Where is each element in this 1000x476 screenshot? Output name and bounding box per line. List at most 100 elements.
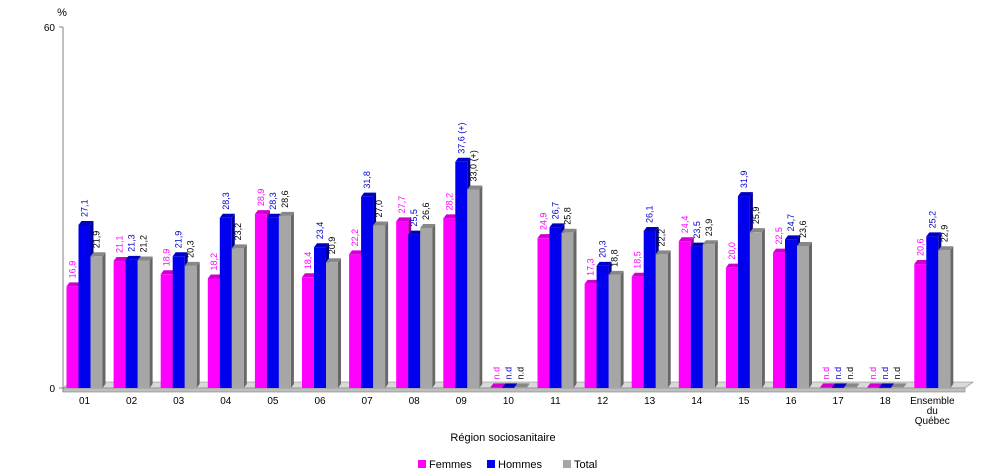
bar	[737, 196, 750, 388]
category-label: 07	[362, 396, 374, 407]
legend-label: Femmes	[429, 459, 472, 471]
data-label: 24,7	[786, 214, 796, 232]
data-label: 28,2	[444, 193, 454, 211]
legend-swatch	[487, 460, 495, 468]
category-label: 10	[503, 396, 515, 407]
data-label: 28,6	[280, 190, 290, 208]
data-label: n.d	[880, 367, 890, 380]
category-label: du	[927, 406, 938, 417]
y-tick-label: 0	[49, 384, 55, 395]
data-label: 18,4	[303, 252, 313, 270]
bar-top	[90, 252, 106, 257]
data-label: n.d	[868, 367, 878, 380]
bar	[396, 221, 409, 388]
chart-category-labels: 01 02 03 04 05 06 07 08 09 10 11 12 13 14 15 16 17 18 Ense…	[79, 396, 955, 427]
category-label: 14	[691, 396, 703, 407]
bar-top	[219, 213, 235, 218]
bar	[914, 264, 927, 388]
data-label: 25,5	[409, 209, 419, 227]
bar-top	[455, 157, 471, 162]
bar-top	[643, 226, 659, 231]
bar	[514, 387, 527, 388]
bar	[820, 387, 833, 388]
bar	[266, 217, 279, 388]
bar-top	[172, 252, 188, 257]
data-label: 23,5	[692, 221, 702, 239]
bar	[797, 246, 809, 388]
chart-axes: 0 60	[44, 23, 64, 395]
bar-side	[667, 250, 671, 388]
bar-top	[78, 220, 94, 225]
data-label: 21,9	[92, 231, 102, 249]
bar	[690, 246, 703, 388]
bar-side	[573, 228, 577, 388]
bar	[725, 267, 738, 388]
data-label: 18,8	[610, 249, 620, 267]
x-axis-title: Région sociosanitaire	[450, 432, 555, 444]
bar-side	[526, 383, 530, 388]
bar	[90, 256, 103, 388]
bar	[678, 241, 691, 388]
bar-top	[373, 221, 389, 226]
data-label: 25,2	[927, 211, 937, 229]
bar-side	[761, 228, 765, 388]
category-label: 09	[456, 396, 468, 407]
data-label: 22,9	[939, 225, 949, 243]
data-label: 21,9	[174, 231, 184, 249]
bar	[596, 265, 609, 388]
bar-top	[773, 248, 788, 253]
data-label: 31,9	[739, 171, 749, 189]
data-label: 22,5	[774, 227, 784, 245]
bar	[608, 274, 621, 388]
data-label: 28,3	[268, 192, 278, 210]
category-label: 15	[738, 396, 750, 407]
bar-top	[231, 244, 247, 249]
y-axis-unit: %	[57, 7, 67, 19]
bar-top	[820, 383, 836, 388]
data-label: 26,6	[421, 202, 431, 220]
bar	[773, 252, 785, 388]
bar	[891, 387, 904, 388]
data-label: 24,4	[680, 216, 690, 234]
bar-top	[891, 383, 907, 388]
bar-top	[867, 383, 883, 388]
chart-data-labels: 16,927,121,9 21,1 21,3 21,218,921,920,318,2…	[68, 122, 950, 379]
data-label: 20,3	[186, 240, 196, 258]
bar-top	[184, 261, 200, 266]
data-label: 23,6	[798, 220, 808, 238]
bar	[443, 218, 456, 388]
data-label: 25,9	[751, 207, 761, 225]
y-tick-label: 60	[44, 23, 56, 34]
bar-top	[467, 185, 483, 190]
category-label: 13	[644, 396, 656, 407]
bar	[361, 196, 374, 388]
bar-top	[396, 217, 412, 222]
bar-side	[196, 261, 200, 388]
data-label: 18,5	[633, 251, 643, 269]
bar-top	[737, 192, 753, 197]
category-label: 03	[173, 396, 185, 407]
data-label: 23,2	[233, 223, 243, 241]
bar-top	[938, 246, 954, 251]
data-label: 20,9	[327, 237, 337, 255]
bar	[785, 239, 797, 388]
bar-top	[490, 383, 506, 388]
bar	[844, 387, 857, 388]
data-label: n.d	[515, 367, 525, 380]
data-label: n.d	[845, 367, 855, 380]
bar-top	[207, 274, 223, 279]
legend: Femmes Hommes Total	[418, 459, 597, 471]
category-label: 16	[785, 396, 797, 407]
data-label: 24,9	[539, 213, 549, 231]
data-label: 21,3	[127, 234, 137, 252]
data-label: n.d	[833, 367, 843, 380]
legend-label: Hommes	[498, 459, 543, 471]
bar-top	[879, 383, 895, 388]
bar	[373, 225, 386, 388]
bar-top	[749, 228, 765, 233]
bar	[302, 277, 314, 388]
bar	[455, 161, 468, 388]
data-label: n.d	[892, 367, 902, 380]
bar-top	[278, 211, 294, 216]
bar-top	[914, 260, 930, 265]
